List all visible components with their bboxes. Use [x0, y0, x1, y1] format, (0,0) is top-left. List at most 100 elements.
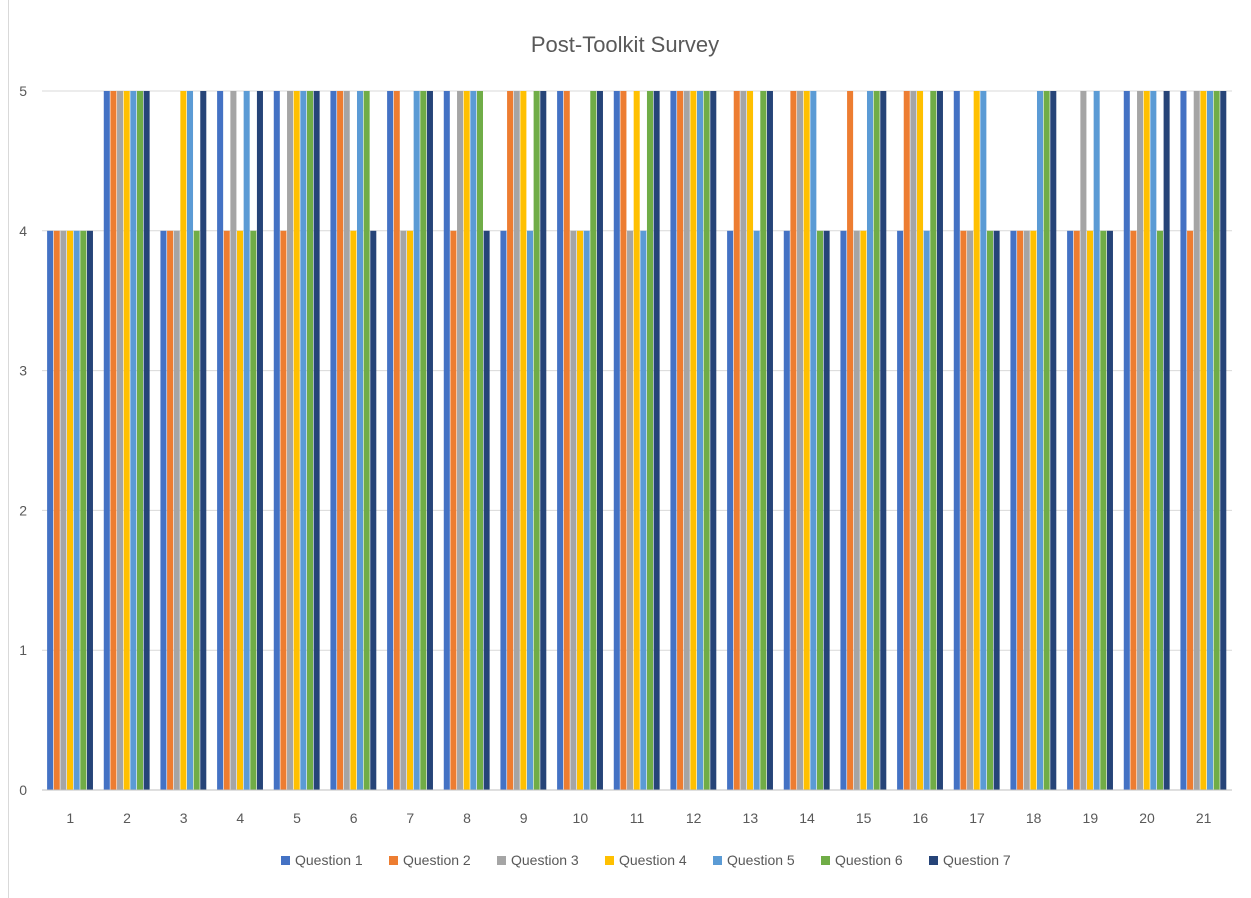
bar	[557, 91, 564, 790]
bar	[1150, 91, 1157, 790]
bar	[60, 230, 67, 791]
bar	[463, 91, 470, 790]
x-tick-label: 4	[236, 810, 244, 826]
bar	[130, 91, 137, 790]
bar	[930, 91, 937, 790]
bar	[330, 91, 337, 790]
bar	[1067, 230, 1074, 791]
bar	[73, 230, 80, 791]
bar	[753, 230, 760, 791]
bar	[110, 91, 117, 790]
bar	[790, 91, 797, 790]
bar	[533, 91, 540, 790]
bar	[167, 230, 174, 791]
bar	[476, 91, 483, 790]
bar	[1093, 91, 1100, 790]
bar	[356, 91, 364, 790]
bar	[646, 91, 653, 790]
bar	[343, 91, 350, 790]
bar	[400, 230, 407, 791]
x-tick-label: 8	[463, 810, 471, 826]
bar	[1036, 91, 1044, 790]
bar	[1156, 230, 1163, 791]
x-tick-label: 21	[1196, 810, 1212, 826]
y-tick-label: 2	[19, 502, 27, 518]
bar	[370, 230, 377, 791]
bar	[1043, 91, 1050, 790]
bar	[1023, 230, 1030, 791]
bar	[1163, 91, 1170, 790]
bar	[1073, 230, 1080, 791]
bar	[986, 230, 993, 791]
bar	[910, 91, 917, 790]
x-tick-label: 6	[350, 810, 358, 826]
bar	[583, 230, 590, 791]
x-tick-label: 9	[520, 810, 528, 826]
bar	[803, 91, 810, 790]
bar	[1130, 230, 1137, 791]
bar	[936, 91, 943, 790]
x-tick-label: 12	[686, 810, 702, 826]
bar	[1017, 230, 1024, 791]
bar	[847, 91, 854, 790]
bar	[237, 230, 244, 791]
bar	[47, 230, 54, 791]
bar	[980, 91, 987, 790]
bar	[300, 91, 307, 790]
y-tick-label: 3	[19, 363, 27, 379]
x-tick-label: 16	[913, 810, 929, 826]
bar	[1206, 91, 1214, 790]
y-tick-label: 4	[19, 223, 27, 239]
bar	[783, 230, 790, 791]
bar	[703, 91, 710, 790]
bar	[1180, 91, 1187, 790]
bar	[866, 91, 874, 790]
x-tick-label: 19	[1083, 810, 1099, 826]
bar	[1200, 91, 1207, 790]
bar	[387, 91, 394, 790]
x-tick-label: 3	[180, 810, 188, 826]
bar	[1193, 91, 1200, 790]
bar	[577, 230, 584, 791]
bar	[690, 91, 697, 790]
legend: Question 1 Question 2 Question 3 Question 4…	[281, 852, 1011, 868]
bar	[420, 91, 427, 790]
x-tick-label: 5	[293, 810, 301, 826]
x-tick-label: 10	[573, 810, 589, 826]
bar	[450, 230, 457, 791]
bar	[1213, 91, 1220, 790]
bar	[627, 230, 634, 791]
legend-swatch	[929, 856, 938, 865]
bar	[363, 91, 370, 790]
legend-label: Question 7	[943, 852, 1011, 868]
bar	[103, 91, 110, 790]
bar	[816, 230, 823, 791]
y-axis-ticks: 0 1 2 3 4 5	[19, 83, 27, 798]
bar	[1010, 230, 1017, 791]
bar	[596, 91, 603, 790]
y-tick-label: 1	[19, 642, 27, 658]
bar	[273, 91, 280, 790]
x-axis-ticks: 1 2 3 4 5 6 7 8 9 10 11 12 13 14 15 16 17 18 19 20 21	[66, 810, 1211, 826]
bar	[760, 91, 767, 790]
bar	[337, 91, 344, 790]
legend-label: Question 3	[511, 852, 579, 868]
bar	[80, 230, 87, 791]
bar	[880, 91, 887, 790]
x-tick-label: 13	[743, 810, 759, 826]
bar	[733, 91, 740, 790]
bar	[1030, 230, 1037, 791]
bar	[570, 230, 577, 791]
bar	[426, 91, 433, 790]
y-tick-label: 0	[19, 782, 27, 798]
bar	[223, 230, 230, 791]
x-tick-label: 14	[799, 810, 815, 826]
bar	[200, 91, 207, 790]
bar	[840, 230, 847, 791]
bar	[766, 91, 773, 790]
chart-title: Post-Toolkit Survey	[531, 32, 719, 57]
bar	[413, 91, 420, 790]
bar	[1220, 91, 1227, 790]
bar	[797, 91, 804, 790]
